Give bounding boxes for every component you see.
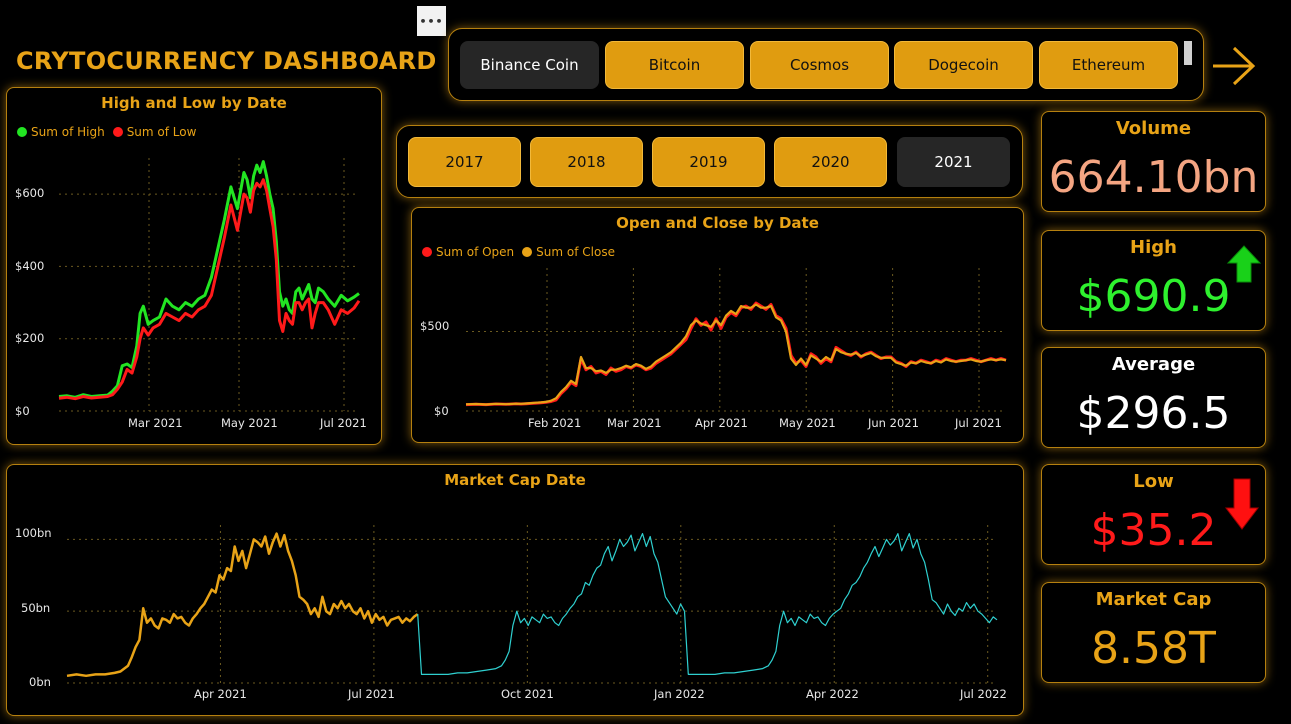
y-tick: 50bn	[21, 601, 51, 615]
arrow-right-icon[interactable]	[1210, 44, 1256, 88]
x-tick: Apr 2022	[806, 687, 859, 701]
coin-slicer: Binance Coin Bitcoin Cosmos Dogecoin Eth…	[448, 28, 1204, 101]
coin-button-dogecoin[interactable]: Dogecoin	[894, 41, 1033, 89]
legend-dot-high	[17, 127, 27, 137]
kpi-title-low: Low	[1133, 471, 1174, 492]
high-low-line-chart[interactable]	[58, 158, 361, 412]
legend-dot-open	[422, 247, 432, 257]
coin-label: Binance Coin	[480, 56, 579, 74]
kpi-value-volume: 664.10bn	[1048, 152, 1259, 203]
legend-dot-close	[522, 247, 533, 257]
y-tick: $500	[420, 319, 450, 333]
legend-label-open: Sum of Open	[436, 245, 515, 259]
more-options-icon[interactable]: •••	[417, 6, 446, 36]
year-button-2018[interactable]: 2018	[530, 137, 643, 187]
kpi-card-high: High $690.9	[1041, 230, 1266, 331]
coin-label: Cosmos	[789, 56, 850, 74]
year-label: 2020	[811, 153, 850, 171]
kpi-card-volume: Volume 664.10bn	[1041, 111, 1266, 212]
high-low-chart-panel: High and Low by Date Sum of High Sum of …	[6, 87, 382, 445]
legend-dot-low	[112, 127, 123, 137]
open-close-chart-title: Open and Close by Date	[616, 214, 819, 232]
coin-label: Dogecoin	[928, 56, 999, 74]
x-tick: Jul 2021	[320, 416, 367, 430]
kpi-card-low: Low $35.2	[1041, 464, 1266, 565]
y-tick: 0bn	[29, 675, 51, 689]
year-button-2021[interactable]: 2021	[897, 137, 1010, 187]
legend-label-close: Sum of Close	[536, 245, 615, 259]
open-close-chart-panel: Open and Close by Date Sum of Open Sum o…	[411, 207, 1024, 443]
year-button-2019[interactable]: 2019	[652, 137, 765, 187]
year-slicer: 2017 2018 2019 2020 2021	[396, 125, 1023, 198]
kpi-value-market-cap: 8.58T	[1091, 623, 1216, 674]
x-tick: Jul 2022	[960, 687, 1007, 701]
series-line-sum-of-close[interactable]	[465, 303, 1007, 406]
x-tick: Jul 2021	[955, 416, 1002, 430]
x-tick: Mar 2021	[607, 416, 662, 430]
high-low-chart-title: High and Low by Date	[101, 94, 287, 112]
dashboard-title: CRYTOCURRENCY DASHBOARD	[16, 47, 437, 75]
year-label: 2017	[445, 153, 484, 171]
series-line-2022-cycle-b[interactable]	[683, 533, 998, 675]
kpi-title-volume: Volume	[1115, 118, 1192, 139]
coin-button-cosmos[interactable]: Cosmos	[750, 41, 889, 89]
coin-label: Bitcoin	[648, 56, 701, 74]
arrow-up-icon	[1226, 245, 1262, 283]
kpi-value-high: $690.9	[1076, 271, 1231, 322]
y-tick: $0	[15, 404, 30, 418]
open-close-legend: Sum of Open Sum of Close	[422, 245, 615, 259]
x-tick: Mar 2021	[128, 416, 183, 430]
coin-button-ethereum[interactable]: Ethereum	[1039, 41, 1178, 89]
coin-button-bitcoin[interactable]: Bitcoin	[605, 41, 744, 89]
series-line-sum-of-low[interactable]	[58, 178, 361, 401]
x-tick: May 2021	[221, 416, 278, 430]
coin-button-binance-coin[interactable]: Binance Coin	[460, 41, 599, 89]
year-button-2020[interactable]: 2020	[774, 137, 887, 187]
x-tick: Jan 2022	[654, 687, 705, 701]
kpi-value-low: $35.2	[1090, 505, 1217, 556]
market-cap-chart-title: Market Cap Date	[444, 471, 586, 489]
open-close-line-chart[interactable]	[465, 268, 1007, 412]
series-line-2021[interactable]	[66, 532, 419, 678]
kpi-title-high: High	[1130, 237, 1177, 258]
y-tick: $600	[15, 186, 45, 200]
x-tick: Oct 2021	[501, 687, 554, 701]
year-button-2017[interactable]: 2017	[408, 137, 521, 187]
slicer-scrollbar[interactable]	[1184, 41, 1192, 65]
legend-label-low: Sum of Low	[126, 125, 197, 139]
year-label: 2019	[689, 153, 728, 171]
y-tick: $400	[15, 259, 45, 273]
market-cap-line-chart[interactable]	[66, 525, 998, 684]
y-tick: 100bn	[15, 526, 52, 540]
kpi-title-average: Average	[1111, 354, 1196, 375]
series-line-sum-of-high[interactable]	[58, 160, 360, 399]
legend-label-high: Sum of High	[31, 125, 105, 139]
series-line-2022-cycle-a[interactable]	[417, 533, 686, 675]
market-cap-chart-panel: Market Cap Date 100bn 50bn 0bn Apr 2021 …	[6, 464, 1024, 716]
kpi-value-average: $296.5	[1076, 388, 1231, 439]
x-tick: Jun 2021	[868, 416, 919, 430]
x-tick: Feb 2021	[528, 416, 582, 430]
year-label: 2021	[934, 153, 973, 171]
kpi-title-market-cap: Market Cap	[1095, 589, 1212, 610]
y-tick: $0	[434, 404, 449, 418]
year-label: 2018	[567, 153, 606, 171]
kpi-card-average: Average $296.5	[1041, 347, 1266, 448]
x-tick: Jul 2021	[348, 687, 395, 701]
coin-label: Ethereum	[1071, 56, 1146, 74]
kpi-card-market-cap: Market Cap 8.58T	[1041, 582, 1266, 683]
x-tick: Apr 2021	[695, 416, 748, 430]
x-tick: May 2021	[779, 416, 836, 430]
arrow-down-icon	[1224, 478, 1260, 530]
y-tick: $200	[15, 331, 45, 345]
high-low-legend: Sum of High Sum of Low	[17, 125, 196, 139]
x-tick: Apr 2021	[194, 687, 247, 701]
